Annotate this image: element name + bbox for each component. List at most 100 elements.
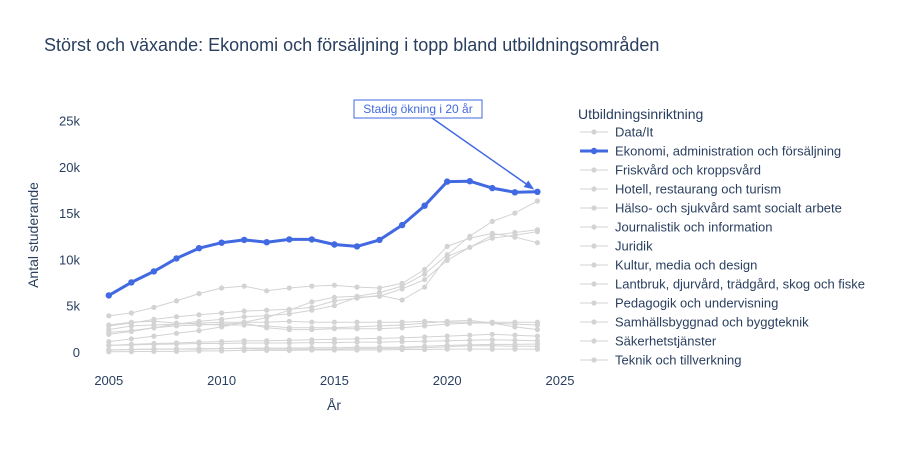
legend-item-friskvard-och-kroppsvard[interactable]: Friskvård och kroppsvård — [580, 163, 761, 178]
data-point — [512, 346, 518, 352]
data-point — [399, 283, 405, 289]
legend-item-halso-och-sjukvard-samt-socialt-arbete[interactable]: Hälso- och sjukvård samt socialt arbete — [580, 201, 842, 216]
series-kultur-media-och-design — [106, 320, 541, 335]
series-lantbruk-djurvard-tradgard-skog-och-fiske — [106, 337, 541, 348]
legend-swatch-marker — [591, 300, 597, 306]
data-point — [354, 295, 360, 301]
data-point — [331, 294, 337, 300]
data-point — [105, 292, 113, 299]
legend-swatch-marker — [591, 243, 597, 249]
data-point — [376, 339, 383, 345]
legend-item-data-it[interactable]: Data/It — [580, 125, 654, 140]
data-point — [467, 337, 473, 343]
data-point — [241, 347, 247, 353]
legend-swatch-marker — [590, 147, 598, 155]
legend-item-hotell-restaurang-och-turism[interactable]: Hotell, restaurang och turism — [580, 182, 781, 197]
legend-item-ekonomi-administration-och-forsaljning[interactable]: Ekonomi, administration och försäljning — [580, 144, 841, 159]
data-point — [195, 245, 203, 252]
data-point — [241, 236, 248, 244]
data-point — [151, 304, 157, 310]
legend-swatch-marker — [591, 205, 597, 211]
legend-item-juridik[interactable]: Juridik — [580, 239, 653, 254]
x-tick-label: 2005 — [94, 373, 123, 388]
data-point — [128, 279, 135, 286]
data-point — [489, 320, 495, 326]
data-point — [354, 339, 360, 345]
data-point — [467, 244, 473, 250]
series-line — [108, 231, 538, 335]
data-point — [422, 346, 428, 353]
data-point — [376, 319, 383, 325]
legend-label: Samhällsbyggnad och byggteknik — [615, 315, 809, 330]
data-point — [534, 188, 541, 195]
data-point — [444, 254, 450, 260]
data-point — [286, 306, 292, 312]
data-point — [106, 331, 112, 337]
data-point — [534, 240, 541, 246]
legend-item-lantbruk-djurvard-tradgard-skog-och-fiske[interactable]: Lantbruk, djurvård, trädgård, skog och f… — [580, 277, 865, 292]
data-point — [512, 229, 518, 236]
annotation-text: Stadig ökning i 20 år — [363, 102, 472, 116]
data-point — [376, 347, 383, 353]
data-point — [241, 319, 247, 325]
data-point — [489, 337, 495, 343]
legend-item-teknik-och-tillverkning[interactable]: Teknik och tillverkning — [580, 353, 741, 368]
data-point — [534, 346, 541, 352]
legend-label: Pedagogik och undervisning — [615, 296, 778, 311]
data-point — [264, 288, 270, 294]
y-axis: 0 5k 10k 15k 20k 25k — [59, 114, 80, 360]
data-point — [399, 346, 405, 353]
legend-item-samhallsbyggnad-och-byggteknik[interactable]: Samhällsbyggnad och byggteknik — [580, 315, 809, 330]
data-point — [219, 340, 225, 347]
data-point — [422, 271, 428, 277]
series-muted-group — [106, 198, 541, 355]
annotation-box — [353, 99, 483, 119]
data-point — [331, 347, 337, 353]
y-tick-label: 20k — [59, 160, 80, 175]
data-point — [241, 340, 247, 346]
data-point — [151, 341, 157, 347]
data-point — [128, 349, 134, 355]
data-point — [444, 243, 450, 249]
legend-label: Teknik och tillverkning — [615, 353, 741, 368]
data-point — [489, 184, 496, 192]
data-point — [106, 323, 112, 329]
data-point — [399, 339, 405, 345]
data-point — [196, 322, 202, 328]
data-point — [331, 303, 337, 309]
legend-item-journalistik-och-information[interactable]: Journalistik och information — [580, 220, 773, 235]
data-point — [106, 342, 112, 348]
legend-item-sakerhetstjanster[interactable]: Säkerhetstjänster — [580, 334, 717, 349]
series-highlight-group — [105, 178, 541, 299]
data-point — [264, 315, 270, 321]
legend-swatch-marker — [591, 224, 597, 230]
data-point — [422, 277, 428, 283]
data-point — [511, 189, 519, 196]
data-point — [264, 340, 270, 346]
data-point — [106, 313, 112, 319]
data-point — [376, 285, 383, 291]
data-point — [219, 316, 225, 322]
legend-item-kultur-media-och-design[interactable]: Kultur, media och design — [580, 258, 757, 273]
data-point — [422, 323, 428, 329]
data-point — [376, 326, 383, 332]
data-point — [218, 239, 225, 246]
data-point — [219, 285, 225, 291]
data-point — [444, 338, 450, 344]
data-point — [444, 321, 450, 327]
data-point — [241, 314, 247, 320]
data-point — [286, 285, 292, 291]
data-point — [331, 326, 337, 332]
data-point — [421, 202, 428, 209]
data-point — [534, 327, 541, 333]
data-point — [512, 337, 518, 343]
data-point — [331, 282, 337, 288]
legend-item-pedagogik-och-undervisning[interactable]: Pedagogik och undervisning — [580, 296, 778, 311]
data-point — [534, 198, 541, 204]
data-point — [466, 178, 473, 185]
y-tick-label: 0 — [73, 345, 80, 360]
series-halso-och-sjukvard-samt-socialt-arbete — [106, 230, 541, 319]
x-tick-label: 2020 — [433, 373, 462, 388]
series-line — [108, 322, 538, 333]
